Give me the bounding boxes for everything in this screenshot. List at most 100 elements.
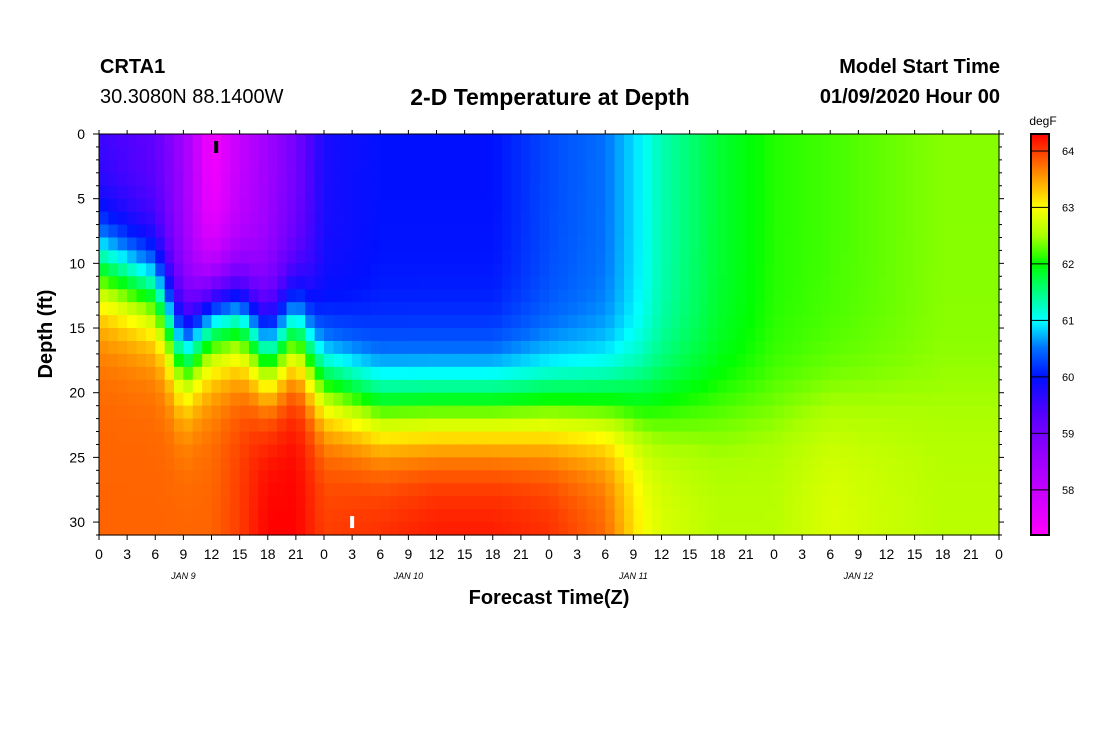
heatmap-cell [314,276,325,290]
heatmap-cell [408,457,419,471]
heatmap-cell [408,328,419,342]
heatmap-cell [277,263,288,277]
heatmap-cell [680,276,691,290]
heatmap-cell [605,509,616,523]
heatmap-cell [558,289,569,303]
heatmap-cell [399,185,409,200]
heatmap-cell [970,496,981,510]
heatmap-cell [895,379,906,394]
heatmap-cell [652,276,663,290]
heatmap-cell [333,509,344,523]
heatmap-cell [783,405,794,420]
heatmap-cell [417,431,428,446]
heatmap-cell [680,340,691,355]
heatmap-cell [858,211,869,226]
heatmap-cell [352,353,363,368]
heatmap-cell [483,224,494,239]
heatmap-cell [924,444,934,458]
heatmap-cell [961,496,972,510]
heatmap-cell [905,470,916,484]
heatmap-cell [914,172,925,187]
heatmap-cell [755,328,766,342]
heatmap-cell [745,405,756,420]
heatmap-cell [914,522,925,536]
heatmap-cell [820,470,831,484]
heatmap-cell [417,496,428,510]
heatmap-cell [858,237,869,252]
heatmap-cell [924,496,934,510]
heatmap-cell [277,276,288,290]
heatmap-cell [249,340,259,355]
heatmap-cell [924,353,934,368]
heatmap-cell [305,457,316,471]
heatmap-cell [455,379,466,394]
heatmap-cell [802,237,813,252]
heatmap-cell [370,340,381,355]
heatmap-cell [295,328,306,342]
heatmap-cell [886,431,897,446]
heatmap-cell [558,405,569,420]
heatmap-cell [905,483,916,497]
heatmap-cell [942,431,953,446]
heatmap-cell [952,159,963,174]
heatmap-cell [530,211,541,226]
heatmap-cell [830,185,841,200]
heatmap-cell [952,366,963,381]
heatmap-cell [389,379,400,394]
heatmap-cell [670,457,681,471]
heatmap-cell [867,366,878,381]
heatmap-cell [305,263,316,277]
heatmap-cell [624,353,634,368]
heatmap-cell [267,457,278,471]
heatmap-cell [839,496,850,510]
heatmap-cell [539,315,550,329]
heatmap-cell [839,366,850,381]
heatmap-cell [586,211,597,226]
heatmap-cell [539,418,550,433]
heatmap-cell [727,172,738,187]
heatmap-cell [474,496,484,510]
heatmap-cell [286,496,297,510]
heatmap-cell [802,198,813,213]
heatmap-cell [427,483,438,497]
heatmap-cell [474,250,484,264]
heatmap-cell [286,159,297,174]
heatmap-cell [239,366,250,381]
heatmap-cell [774,405,784,420]
heatmap-cell [577,328,588,342]
heatmap-cell [202,366,213,381]
heatmap-cell [736,418,747,433]
heatmap-cell [455,263,466,277]
heatmap-cell [820,366,831,381]
x-tick-label: 18 [485,546,501,562]
heatmap-cell [624,405,634,420]
heatmap-cell [624,289,634,303]
heatmap-cell [108,379,119,394]
heatmap-cell [717,483,728,497]
heatmap-cell [99,185,109,200]
heatmap-cell [539,134,550,148]
heatmap-cell [567,185,578,200]
heatmap-cell [370,198,381,213]
heatmap-cell [717,379,728,394]
heatmap-cell [652,250,663,264]
heatmap-cell [989,134,1000,148]
heatmap-cell [952,185,963,200]
heatmap-cell [258,457,269,471]
heatmap-cell [652,496,663,510]
heatmap-cell [145,366,156,381]
heatmap-cell [980,496,991,510]
heatmap-cell [980,392,991,407]
x-tick-label: 12 [429,546,445,562]
heatmap-cell [661,379,672,394]
heatmap-cell [689,353,700,368]
heatmap-cell [520,263,531,277]
heatmap-cell [980,483,991,497]
heatmap-cell [455,146,466,161]
heatmap-cell [642,522,653,536]
heatmap-cell [895,366,906,381]
colorbar-tick-label: 63 [1062,202,1074,214]
heatmap-cell [145,418,156,433]
heatmap-cell [230,340,241,355]
heatmap-cell [577,522,588,536]
